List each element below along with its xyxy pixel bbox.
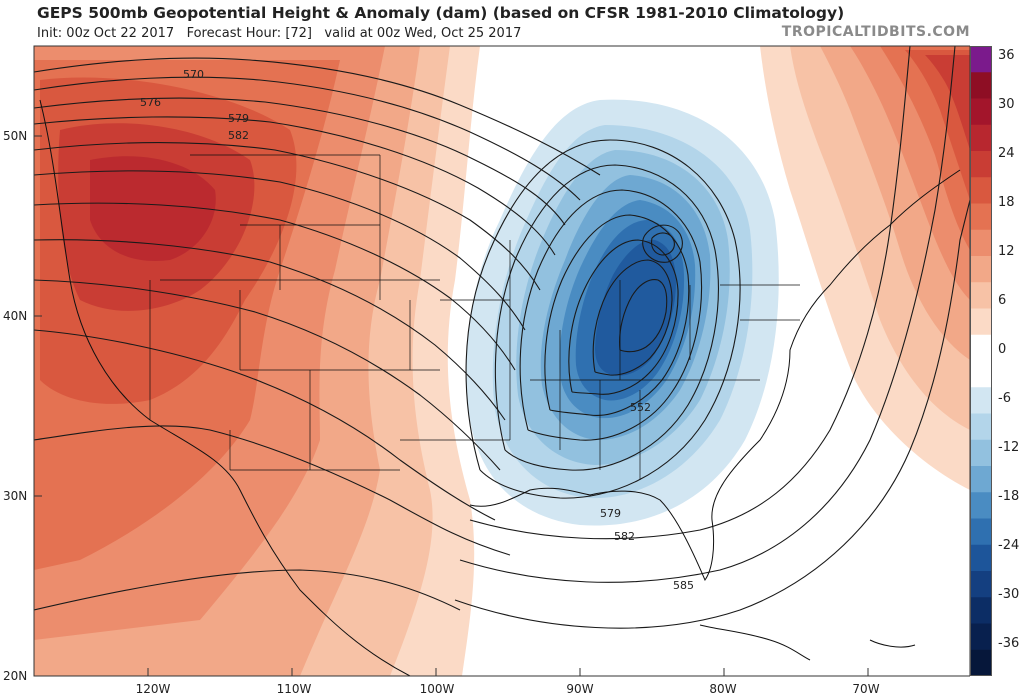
colorbar-label: 30 [998,97,1015,112]
state-borders [149,154,800,480]
colorbar-swatch [970,361,992,388]
contour-label: 579 [228,112,249,125]
lat-label: 20N [3,669,27,683]
colorbar-swatch [970,623,992,651]
map-title: GEPS 500mb Geopotential Height & Anomaly… [37,4,845,22]
graticule [34,135,869,676]
colorbar-label: -12 [998,440,1020,455]
colorbar-label: 6 [998,293,1007,308]
colorbar-label: -24 [998,538,1020,553]
map-subtitle: Init: 00z Oct 22 2017 Forecast Hour: [72… [37,26,521,41]
lon-label: 110W [277,682,312,696]
valid-time: valid at 00z Wed, Oct 25 2017 [324,26,522,41]
contour-label: 585 [673,579,694,592]
weather-map: 570 576 579 582 552 579 582 585 [3,45,970,696]
colorbar-swatch [970,72,992,99]
contour-labels: 570 576 579 582 552 579 582 585 [140,68,694,592]
contour-label: 582 [614,530,635,543]
colorbar-swatch [970,466,992,493]
colorbar-swatch [970,649,992,676]
colorbar-swatch [970,544,992,572]
colorbar-label: -30 [998,587,1020,602]
colorbar-swatch [970,256,992,283]
header: GEPS 500mb Geopotential Height & Anomaly… [0,0,1024,46]
colorbar-label: 36 [998,48,1015,63]
warm-anomaly-east [760,46,970,490]
colorbar-label: 18 [998,195,1015,210]
lon-label: 80W [709,682,736,696]
colorbar-swatch [970,203,992,231]
lat-label: 50N [3,129,27,143]
colorbar-label: 0 [998,342,1007,357]
contour-label: 579 [600,507,621,520]
colorbar-label: -18 [998,489,1020,504]
contour-label: 582 [228,129,249,142]
latitude-labels: 50N 40N 30N 20N [3,129,27,683]
colorbar-swatch [970,46,992,73]
colorbar-swatch [970,151,992,178]
colorbar-swatch [970,229,992,257]
contour-label: 552 [630,401,651,414]
map-frame [33,45,970,677]
coastlines [39,99,961,676]
colorbar-swatch [970,308,992,336]
colorbar-swatch [970,413,992,441]
forecast-hour: Forecast Hour: [72] [186,26,313,41]
colorbar-label: 12 [998,244,1015,259]
colorbar-swatch [970,334,992,362]
colorbar-frame [970,46,992,676]
lon-label: 120W [136,682,171,696]
colorbar-swatch [970,597,992,624]
colorbar-swatch [970,98,992,126]
colorbar-swatch [970,439,992,467]
colorbar-swatch [970,387,992,414]
colorbar-label: 24 [998,146,1015,161]
contour-label: 570 [183,68,204,81]
colorbar-label: -6 [998,391,1011,406]
contour-label: 576 [140,96,161,109]
colorbar-swatch [970,571,992,598]
longitude-labels: 120W 110W 100W 90W 80W 70W [136,682,880,696]
colorbar-swatch [970,492,992,519]
lon-label: 90W [566,682,593,696]
colorbar [970,46,992,676]
colorbar-swatch [970,282,992,309]
lat-label: 30N [3,489,27,503]
colorbar-swatch [970,518,992,546]
lat-label: 40N [3,309,27,323]
cold-anomaly-trough [466,99,779,526]
height-contours [34,46,970,629]
lon-label: 70W [852,682,879,696]
warm-anomaly-west [34,46,480,676]
lon-label: 100W [420,682,455,696]
init-time: Init: 00z Oct 22 2017 [37,26,175,41]
colorbar-label: -36 [998,636,1020,651]
brand-watermark: TROPICALTIDBITS.COM [781,24,970,40]
colorbar-swatch [970,177,992,204]
colorbar-swatch [970,124,992,152]
